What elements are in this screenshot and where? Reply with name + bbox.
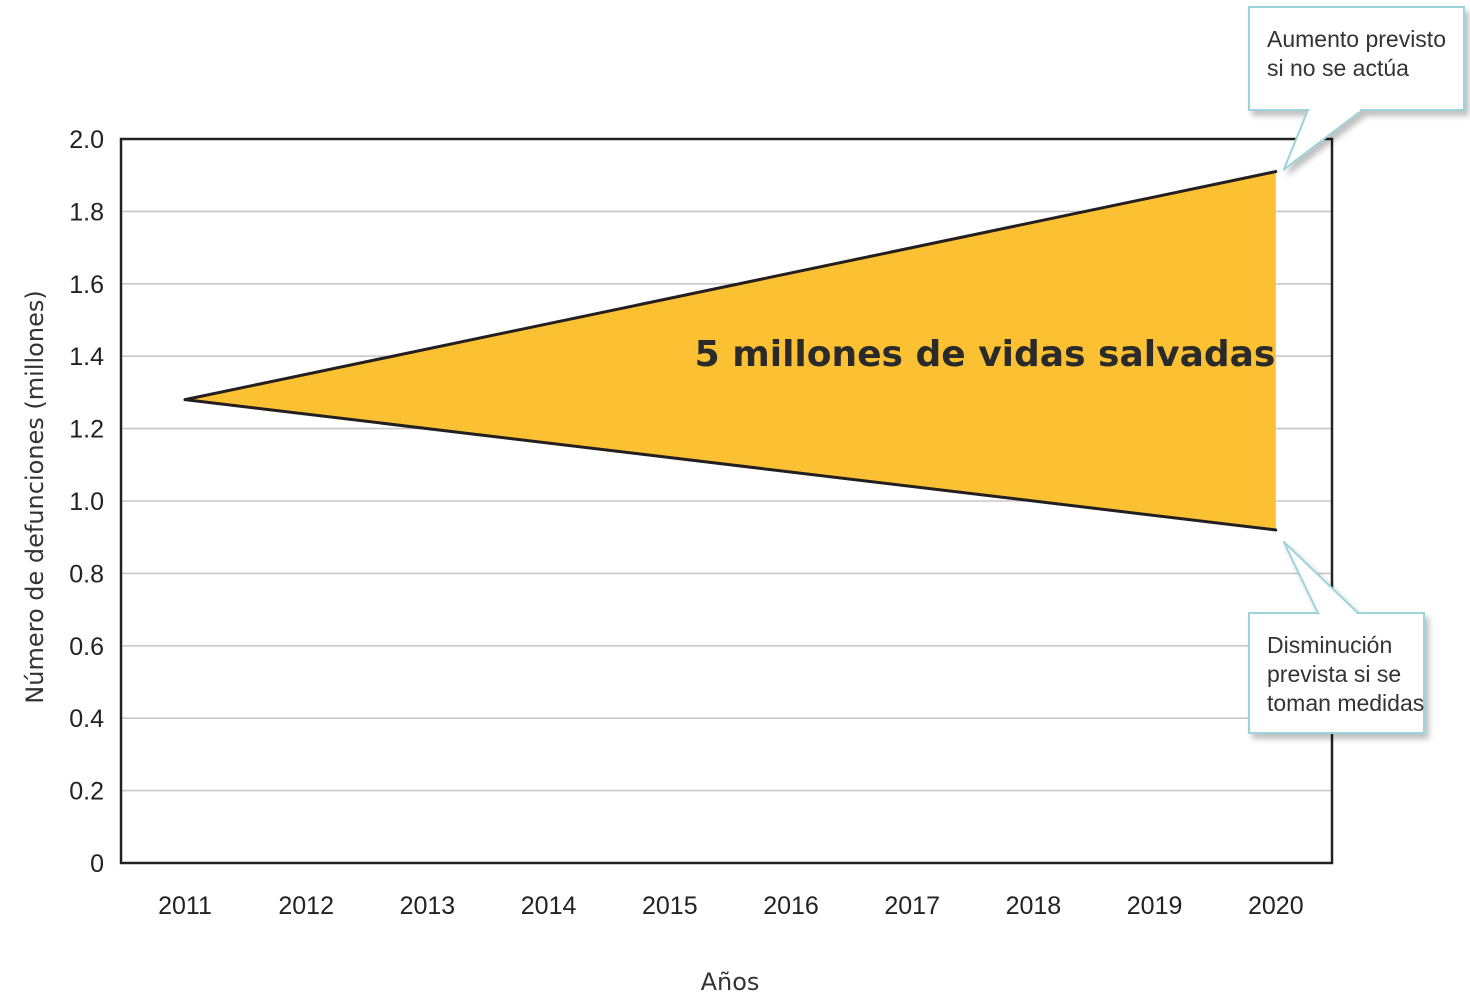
x-axis-title: Años — [701, 968, 760, 996]
y-axis-title: Número de defunciones (millones) — [21, 290, 49, 703]
callout-box — [1248, 6, 1465, 111]
callout-box — [1248, 612, 1425, 734]
callout-text-line: Aumento previsto — [1267, 26, 1446, 52]
callout-text-line: prevista si se — [1267, 661, 1401, 687]
callout-pointer — [1282, 109, 1363, 171]
y-tick-label: 1.4 — [69, 343, 104, 371]
x-tick-label: 2018 — [1006, 892, 1062, 920]
y-tick-label: 0 — [90, 850, 104, 878]
area-band — [185, 171, 1276, 530]
y-tick-label: 1.2 — [69, 416, 104, 444]
gridlines — [121, 210, 1332, 792]
y-tick-label: 0.2 — [69, 778, 104, 806]
x-tick-label: 2012 — [278, 892, 334, 920]
x-tick-label: 2019 — [1127, 892, 1183, 920]
x-tick-label: 2017 — [884, 892, 940, 920]
x-tick-label: 2011 — [158, 892, 212, 920]
callout-text-line: Disminución — [1267, 632, 1392, 658]
y-tick-label: 0.8 — [69, 560, 104, 588]
callout-increase — [1248, 6, 1465, 171]
plot-frame — [119, 137, 1334, 865]
y-tick-labels: 2.0 1.8 1.6 1.4 1.2 1.0 0.8 0.6 0.4 0.2 0 — [69, 126, 104, 878]
y-tick-label: 1.8 — [69, 198, 104, 226]
callout-text-line: toman medidas — [1267, 690, 1424, 716]
callout-text-line: si no se actúa — [1267, 55, 1409, 81]
x-tick-labels: 2011 2012 2013 2014 2015 2016 2017 2018 2019 2020 — [158, 892, 1303, 920]
y-tick-label: 0.6 — [69, 633, 104, 661]
y-tick-label: 2.0 — [69, 126, 104, 154]
area-label: 5 millones de vidas salvadas — [695, 334, 1276, 375]
callout-pointer — [1282, 540, 1359, 614]
series-lines — [183, 170, 1278, 532]
y-tick-label: 0.4 — [69, 705, 104, 733]
y-tick-label: 1.0 — [69, 488, 104, 516]
x-tick-label: 2015 — [642, 892, 698, 920]
x-tick-label: 2013 — [400, 892, 456, 920]
series-line-increase — [183, 170, 1278, 402]
x-tick-label: 2014 — [521, 892, 577, 920]
x-tick-label: 2016 — [763, 892, 819, 920]
y-tick-label: 1.6 — [69, 271, 104, 299]
callout-decrease — [1248, 540, 1425, 734]
series-line-decrease — [183, 398, 1278, 532]
callouts: Aumento previsto si no se actúa Disminució… — [1248, 6, 1465, 734]
x-tick-label: 2020 — [1248, 892, 1304, 920]
